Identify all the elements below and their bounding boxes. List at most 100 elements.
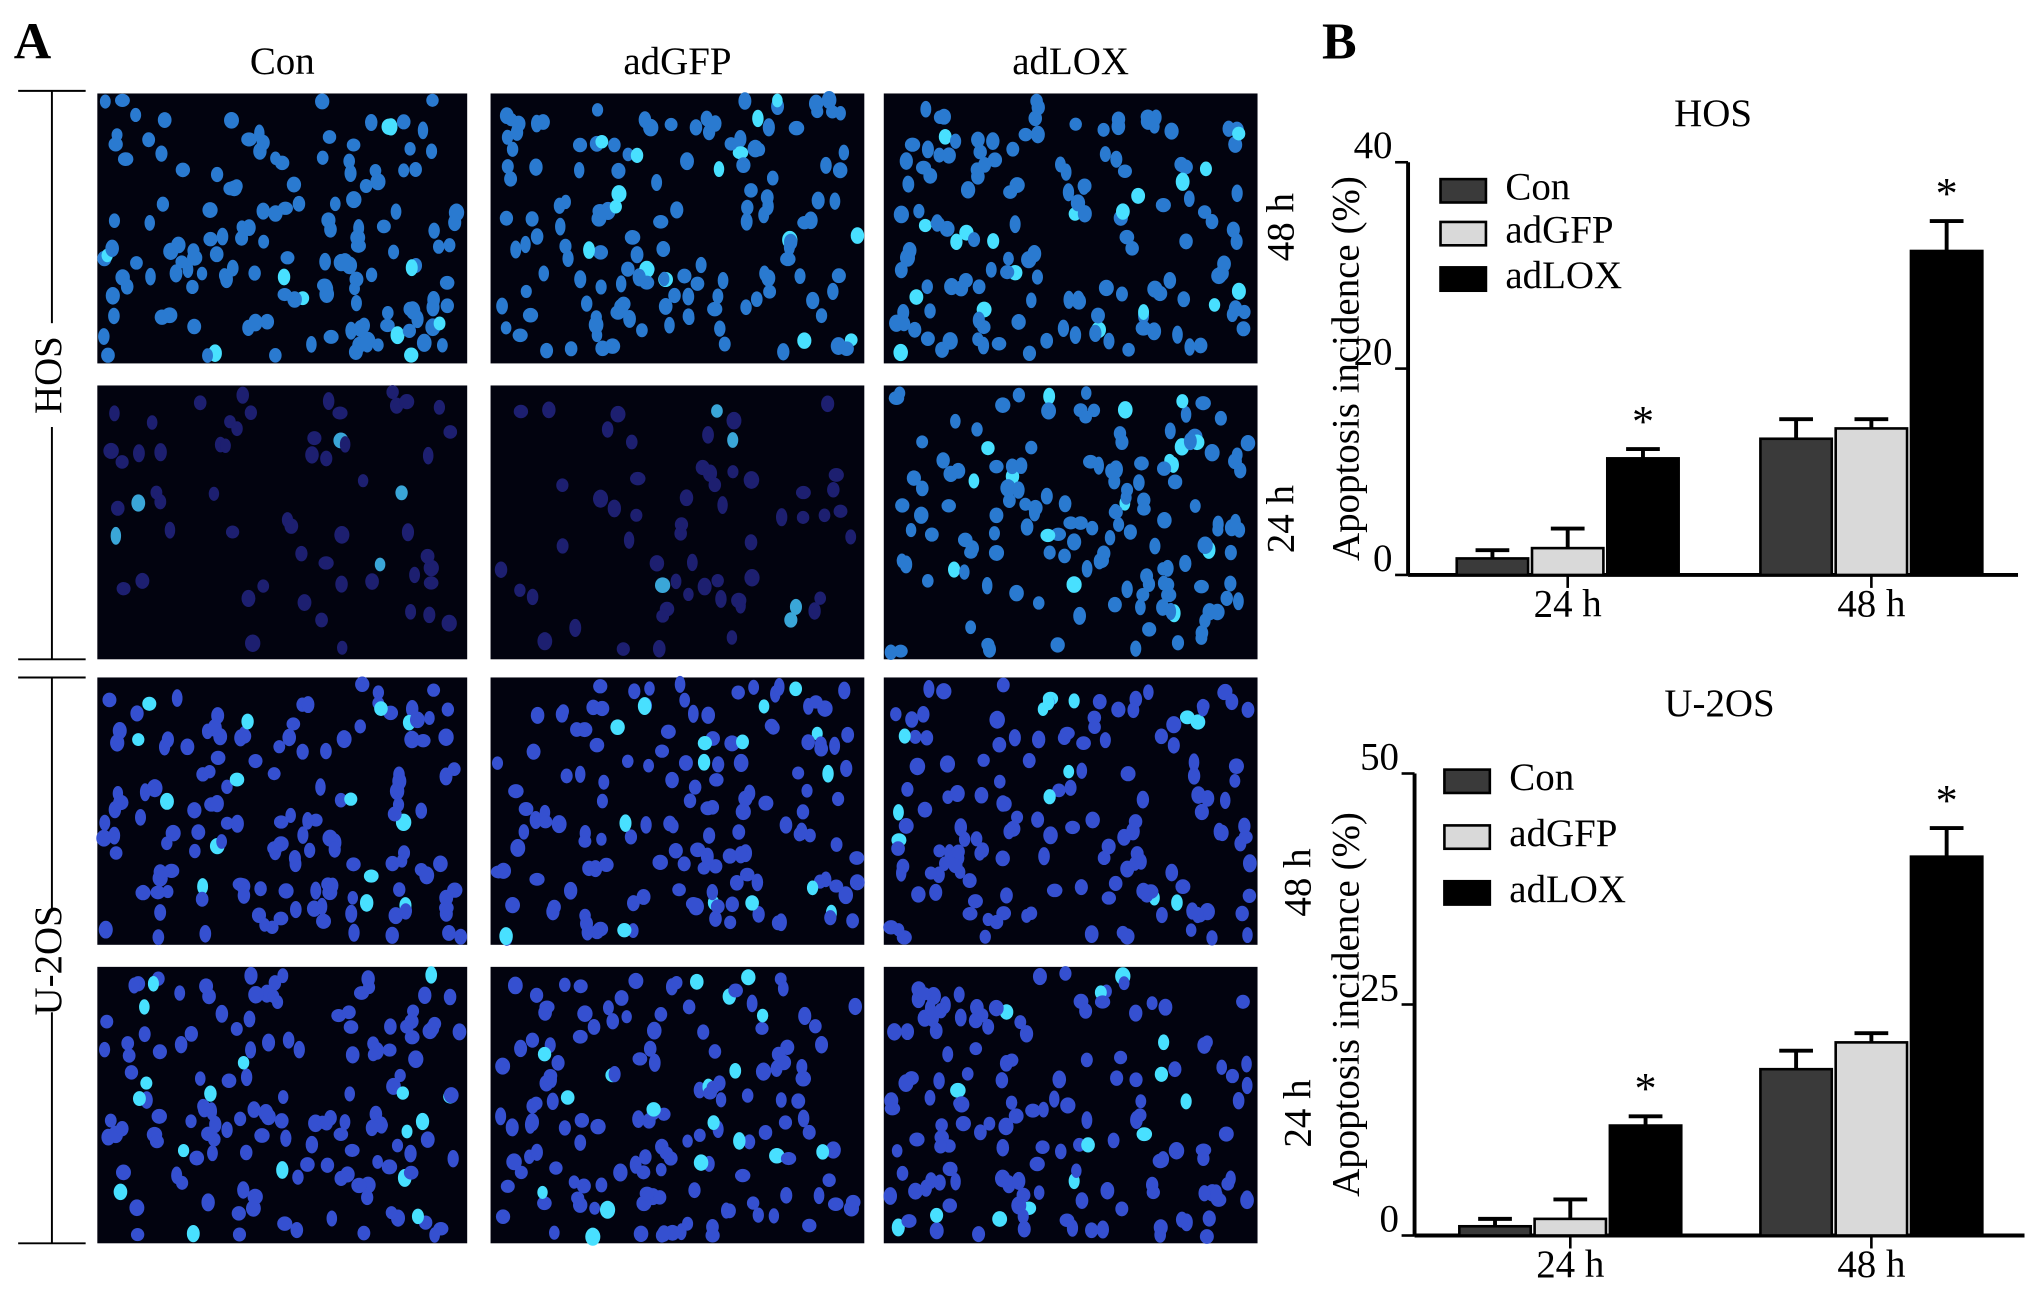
cell [593,679,608,694]
cell [432,239,445,254]
cell [187,318,202,335]
cell [1197,1151,1210,1167]
cell [822,764,834,783]
cell [500,1179,515,1193]
cell [1197,205,1212,219]
cell [702,124,716,141]
cell [766,170,779,186]
cell [611,185,627,203]
cell [427,683,441,697]
cell [745,895,759,911]
cell [110,526,122,545]
cell [329,196,341,212]
cell [403,1165,419,1180]
cell [223,181,238,196]
cell [1063,290,1075,309]
cell [187,802,202,819]
cell [382,305,394,320]
cell [905,711,919,728]
cell [1103,332,1115,350]
cell [722,848,738,864]
cell [443,1087,459,1104]
cell [1213,822,1225,841]
cell [1043,545,1056,560]
column-label: adLOX [1012,40,1129,83]
cell [345,321,357,340]
cell [1057,319,1070,338]
cell [621,754,634,768]
cell [415,802,428,819]
cell [109,846,123,860]
cell [307,431,322,446]
cell [576,1178,591,1194]
cell [1110,1070,1124,1086]
cell [138,1026,151,1043]
cell [994,1169,1011,1188]
cell [796,1058,808,1075]
cell [420,548,435,564]
cell [772,93,783,108]
cell [374,701,388,716]
bar [1909,855,1984,1237]
cell [530,706,545,724]
chart-title: U-2OS [1664,682,1774,725]
cell [245,1041,257,1059]
cell [972,279,986,295]
cell [659,1146,674,1160]
cell [495,1209,511,1224]
legend-swatch [1439,177,1488,204]
cell [399,393,415,410]
cell [1015,457,1028,475]
cell [1003,251,1014,266]
cell [988,544,1005,561]
cell [1083,454,1099,469]
cell [113,1183,128,1201]
cell [1035,1140,1050,1155]
cell [506,1153,522,1171]
cell [99,814,111,831]
cell [995,850,1010,867]
cell [640,816,652,834]
cell [935,1118,948,1133]
cell [1142,576,1156,593]
cell [777,980,789,997]
cell [1115,203,1130,220]
cell [924,1089,936,1106]
cell [953,1096,968,1111]
cell [803,211,818,230]
cell [1038,847,1050,866]
cell [606,1013,620,1030]
cell [713,161,725,178]
cell [508,784,524,799]
cell [386,385,399,399]
y-tick-label: 25 [1360,966,1399,1009]
cell [811,191,825,210]
cell [974,787,989,804]
cell [686,553,698,572]
bracket-gap [36,323,68,427]
cell [316,150,329,165]
cell [917,706,930,723]
cell [732,146,749,160]
cell [815,1035,829,1054]
cell [292,1169,304,1185]
bar [1759,1067,1834,1237]
cell [1199,1229,1214,1244]
micrograph [883,966,1258,1244]
cell [792,766,805,780]
cell [1121,482,1134,497]
cell [1137,502,1151,516]
cell [679,692,691,708]
cell [1156,461,1172,476]
cell [1086,520,1099,536]
cell [1118,976,1130,991]
cell [404,142,416,156]
bar [1759,437,1834,577]
cell [849,874,865,891]
cell [443,238,456,253]
micrograph [490,90,865,364]
cell [884,644,897,660]
cell [887,1023,902,1041]
cell [1101,838,1116,855]
micrograph [96,676,468,946]
